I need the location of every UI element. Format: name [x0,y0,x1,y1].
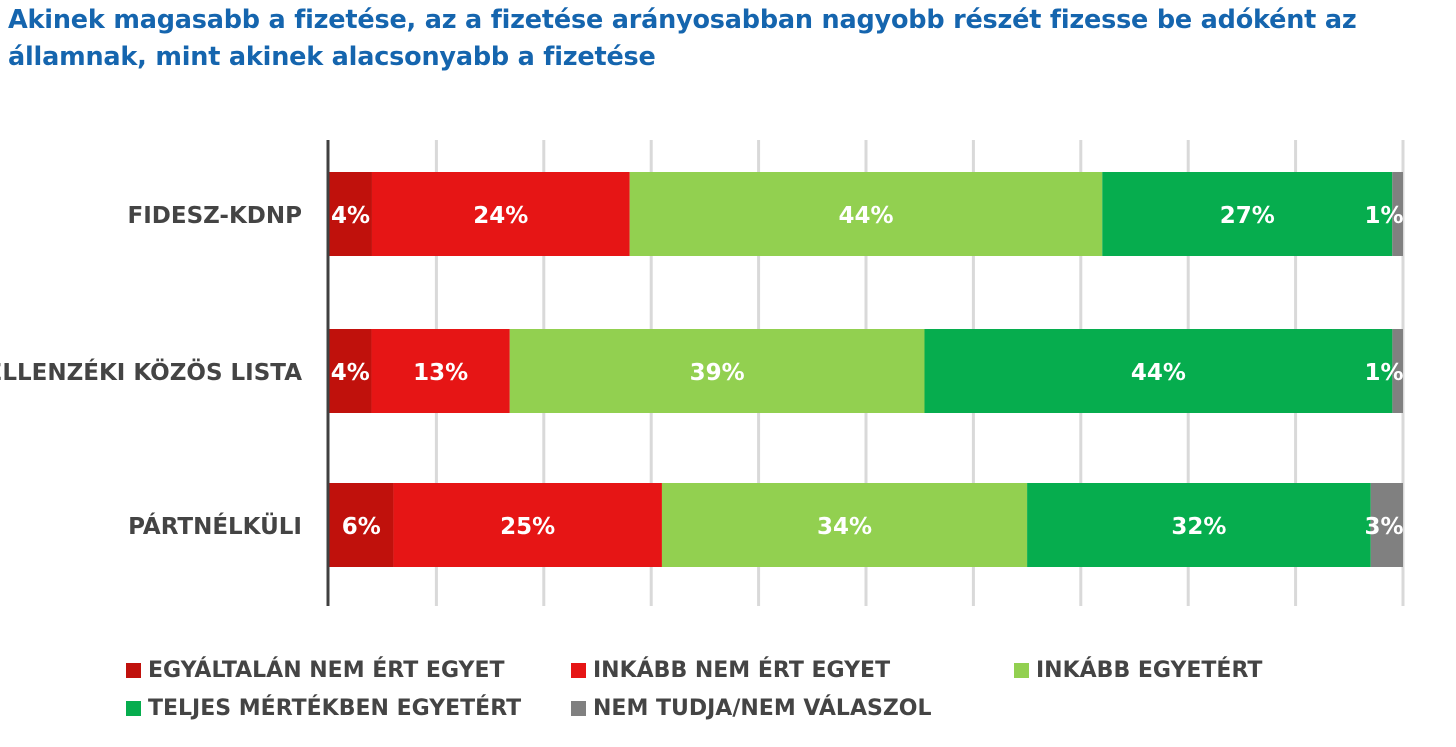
legend-item: EGYÁLTALÁN NEM ÉRT EGYET [126,652,504,688]
data-label: 4% [331,360,370,386]
bar-segment [1392,329,1403,413]
category-label: ELLENZÉKI KÖZÖS LISTA [0,358,302,386]
legend-label: EGYÁLTALÁN NEM ÉRT EGYET [148,657,505,683]
bar-segment [924,329,1393,413]
legend-item: NEM TUDJA/NEM VÁLASZOL [571,690,932,726]
bar-segment [1370,483,1403,567]
legend-swatch [571,662,586,678]
bars: 4% 24% 44% 27% 1% 4% 13% 39% 44% 1% 6% 25% 34% 32% 3% [329,172,1404,567]
legend-label: INKÁBB EGYETÉRT [1036,657,1263,683]
bar-segment [1027,483,1371,567]
data-label: 1% [1364,203,1403,229]
legend-label: TELJES MÉRTÉKBEN EGYETÉRT [148,695,522,721]
category-label: FIDESZ-KDNP [128,203,302,229]
bar-segment [629,172,1103,256]
bar-segment [393,483,662,567]
data-label: 4% [331,203,370,229]
data-label: 6% [342,514,381,540]
data-label: 24% [473,203,528,229]
bar-segment [1102,172,1393,256]
data-label: 25% [500,514,555,540]
data-label: 13% [413,360,468,386]
legend-item: INKÁBB EGYETÉRT [1014,652,1262,688]
bar-segment [509,329,925,413]
category-label: PÁRTNÉLKÜLI [128,512,302,540]
bar-segment [329,329,372,413]
category-labels: FIDESZ-KDNP ELLENZÉKI KÖZÖS LISTA PÁRTNÉLK… [0,203,302,540]
data-label: 44% [838,203,893,229]
bar-segment [329,172,372,256]
bar-segment [371,329,510,413]
legend-swatch [571,700,586,716]
legend-item: TELJES MÉRTÉKBEN EGYETÉRT [126,690,521,726]
chart-title: Akinek magasabb a fizetése, az a fizetés… [8,5,1357,72]
data-label: 44% [1131,360,1186,386]
data-label: 34% [817,514,872,540]
bar-segment [329,483,394,567]
data-label: 1% [1364,360,1403,386]
legend-item: INKÁBB NEM ÉRT EGYET [571,652,890,688]
data-label: 27% [1220,203,1275,229]
bar-segment [1392,172,1403,256]
bar-segment [371,172,630,256]
legend-swatch [1014,662,1029,678]
data-label: 39% [690,360,745,386]
legend-label: INKÁBB NEM ÉRT EGYET [593,657,891,683]
data-label: 32% [1171,514,1226,540]
legend-swatch [126,662,141,678]
data-label: 3% [1364,514,1403,540]
bar-segment [661,483,1028,567]
legend-swatch [126,700,141,716]
legend: EGYÁLTALÁN NEM ÉRT EGYET INKÁBB NEM ÉRT E… [126,652,1426,732]
legend-label: NEM TUDJA/NEM VÁLASZOL [593,695,932,721]
